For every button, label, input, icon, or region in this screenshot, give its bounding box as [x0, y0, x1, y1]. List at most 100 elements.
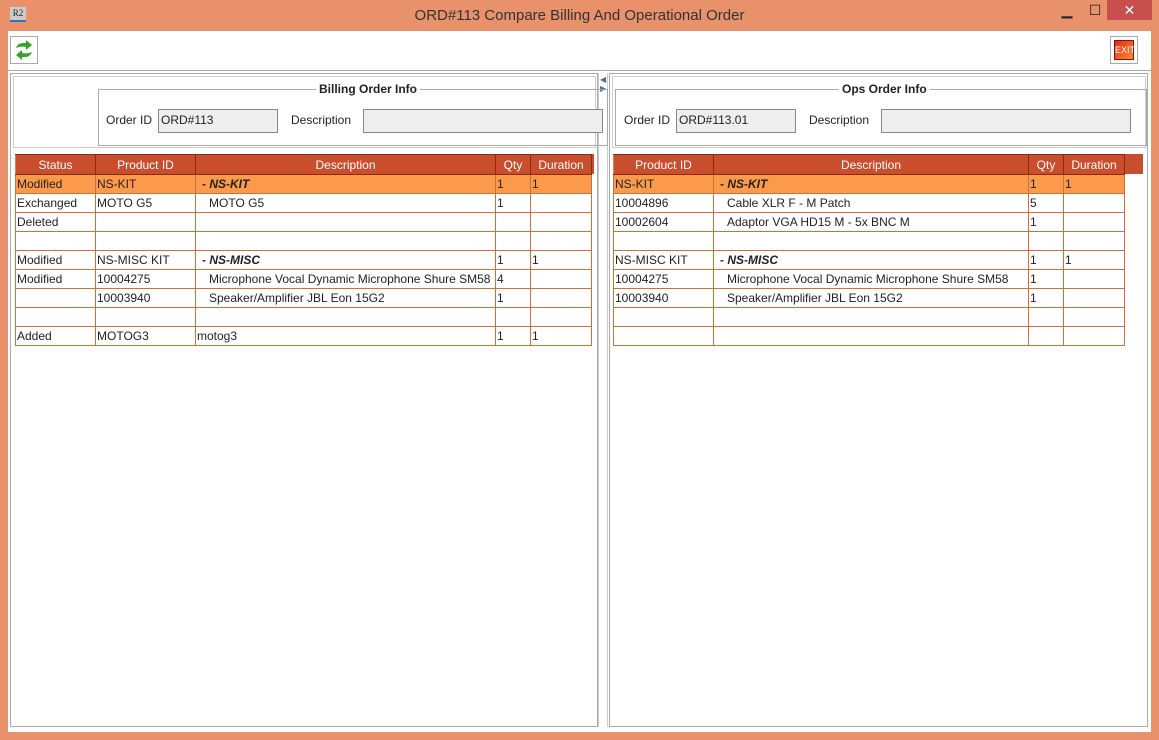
minimize-button[interactable]: ▁	[1061, 2, 1073, 18]
close-button[interactable]: ✕	[1107, 0, 1152, 20]
cell-qty: 1	[1028, 250, 1064, 270]
table-row[interactable]	[15, 231, 592, 251]
cell-duration	[530, 288, 592, 308]
cell-description	[195, 307, 496, 327]
cell-qty: 1	[495, 174, 531, 194]
billing-order-info-group: Billing Order Info Order ID ORD#113 Desc…	[98, 82, 608, 146]
app-icon: R2	[10, 7, 26, 22]
exit-button[interactable]: EXIT	[1110, 36, 1138, 64]
cell-duration: 1	[530, 174, 592, 194]
order-id-label: Order ID	[624, 113, 671, 127]
cell-qty: 1	[495, 193, 531, 213]
table-row[interactable]: Modified 10004275 Microphone Vocal Dynamic…	[15, 269, 592, 289]
order-id-field[interactable]: ORD#113.01	[676, 109, 796, 133]
cell-description: - NS-MISC	[195, 250, 496, 270]
cell-product-id: 10004275	[613, 269, 714, 289]
cell-qty: 4	[495, 269, 531, 289]
table-row[interactable]	[613, 326, 1125, 346]
cell-qty	[1028, 307, 1064, 327]
column-header[interactable]: Qty	[1028, 154, 1064, 175]
cell-duration	[1063, 269, 1125, 289]
cell-product-id: NS-MISC KIT	[613, 250, 714, 270]
group-title: Ops Order Info	[839, 82, 930, 96]
cell-description: Cable XLR F - M Patch	[713, 193, 1029, 213]
title-bar: R2 ORD#113 Compare Billing And Operation…	[0, 0, 1159, 31]
ops-table: Product ID Description Qty Duration NS-KIT - …	[613, 154, 1125, 346]
cell-duration: 1	[530, 326, 592, 346]
cell-qty	[495, 212, 531, 232]
description-label: Description	[809, 113, 870, 127]
cell-product-id: NS-KIT	[95, 174, 196, 194]
table-row[interactable]: Added MOTOG3 motog3 1 1	[15, 326, 592, 346]
cell-status: Modified	[15, 269, 96, 289]
table-row[interactable]: 10003940 Speaker/Amplifier JBL Eon 15G2 1	[613, 288, 1125, 308]
column-header[interactable]: Duration	[1063, 154, 1125, 175]
maximize-button[interactable]: ☐	[1088, 2, 1102, 18]
order-id-label: Order ID	[106, 113, 153, 127]
column-header[interactable]: Duration	[530, 154, 592, 175]
cell-duration	[530, 269, 592, 289]
billing-panel: Billing Order Info Order ID ORD#113 Desc…	[10, 73, 608, 727]
cell-product-id	[95, 307, 196, 327]
table-row[interactable]	[15, 307, 592, 327]
table-row[interactable]: 10004896 Cable XLR F - M Patch 5	[613, 193, 1125, 213]
table-row[interactable]: 10003940 Speaker/Amplifier JBL Eon 15G2 1	[15, 288, 592, 308]
cell-description: Speaker/Amplifier JBL Eon 15G2	[195, 288, 496, 308]
cell-product-id: 10004896	[613, 193, 714, 213]
cell-product-id	[95, 231, 196, 251]
cell-duration	[530, 193, 592, 213]
cell-description: MOTO G5	[195, 193, 496, 213]
column-header[interactable]: Product ID	[613, 154, 714, 175]
description-field[interactable]	[363, 109, 603, 133]
toolbar: EXIT	[8, 31, 1151, 71]
table-row[interactable]: Exchanged MOTO G5 MOTO G5 1	[15, 193, 592, 213]
column-header[interactable]: Description	[713, 154, 1029, 175]
cell-description	[195, 212, 496, 232]
cell-qty: 5	[1028, 193, 1064, 213]
cell-product-id: 10003940	[95, 288, 196, 308]
table-row[interactable]: Modified NS-MISC KIT - NS-MISC 1 1	[15, 250, 592, 270]
splitter[interactable]: ◀ ▶	[598, 73, 608, 727]
cell-duration	[1063, 307, 1125, 327]
column-header[interactable]: Product ID	[95, 154, 196, 175]
table-row[interactable]: Deleted	[15, 212, 592, 232]
cell-duration	[1063, 193, 1125, 213]
ops-panel: Ops Order Info Order ID ORD#113.01 Descr…	[609, 73, 1148, 727]
cell-status	[15, 288, 96, 308]
description-field[interactable]	[881, 109, 1131, 133]
cell-description: - NS-KIT	[195, 174, 496, 194]
refresh-button[interactable]	[10, 36, 38, 64]
table-row[interactable]: NS-MISC KIT - NS-MISC 1 1	[613, 250, 1125, 270]
cell-product-id: 10004275	[95, 269, 196, 289]
table-row[interactable]: NS-KIT - NS-KIT 1 1	[613, 174, 1125, 194]
cell-product-id	[613, 231, 714, 251]
cell-description	[713, 231, 1029, 251]
cell-status: Modified	[15, 174, 96, 194]
column-header[interactable]: Qty	[495, 154, 531, 175]
splitter-arrows-icon[interactable]: ◀ ▶	[600, 75, 607, 93]
cell-description: motog3	[195, 326, 496, 346]
cell-product-id: MOTOG3	[95, 326, 196, 346]
order-id-field[interactable]: ORD#113	[158, 109, 278, 133]
cell-qty	[1028, 231, 1064, 251]
cell-description	[195, 231, 496, 251]
cell-qty: 1	[1028, 269, 1064, 289]
cell-qty: 1	[495, 288, 531, 308]
cell-duration	[1063, 326, 1125, 346]
table-row[interactable]	[613, 231, 1125, 251]
cell-qty	[1028, 326, 1064, 346]
table-row[interactable]: Modified NS-KIT - NS-KIT 1 1	[15, 174, 592, 194]
cell-status	[15, 231, 96, 251]
table-row[interactable]	[613, 307, 1125, 327]
cell-description: - NS-KIT	[713, 174, 1029, 194]
cell-status: Deleted	[15, 212, 96, 232]
table-row[interactable]: 10004275 Microphone Vocal Dynamic Microph…	[613, 269, 1125, 289]
cell-duration: 1	[530, 250, 592, 270]
cell-description: Microphone Vocal Dynamic Microphone Shur…	[195, 269, 496, 289]
column-header[interactable]: Description	[195, 154, 496, 175]
cell-qty: 1	[1028, 288, 1064, 308]
cell-duration	[530, 231, 592, 251]
cell-duration	[1063, 212, 1125, 232]
column-header[interactable]: Status	[15, 154, 96, 175]
